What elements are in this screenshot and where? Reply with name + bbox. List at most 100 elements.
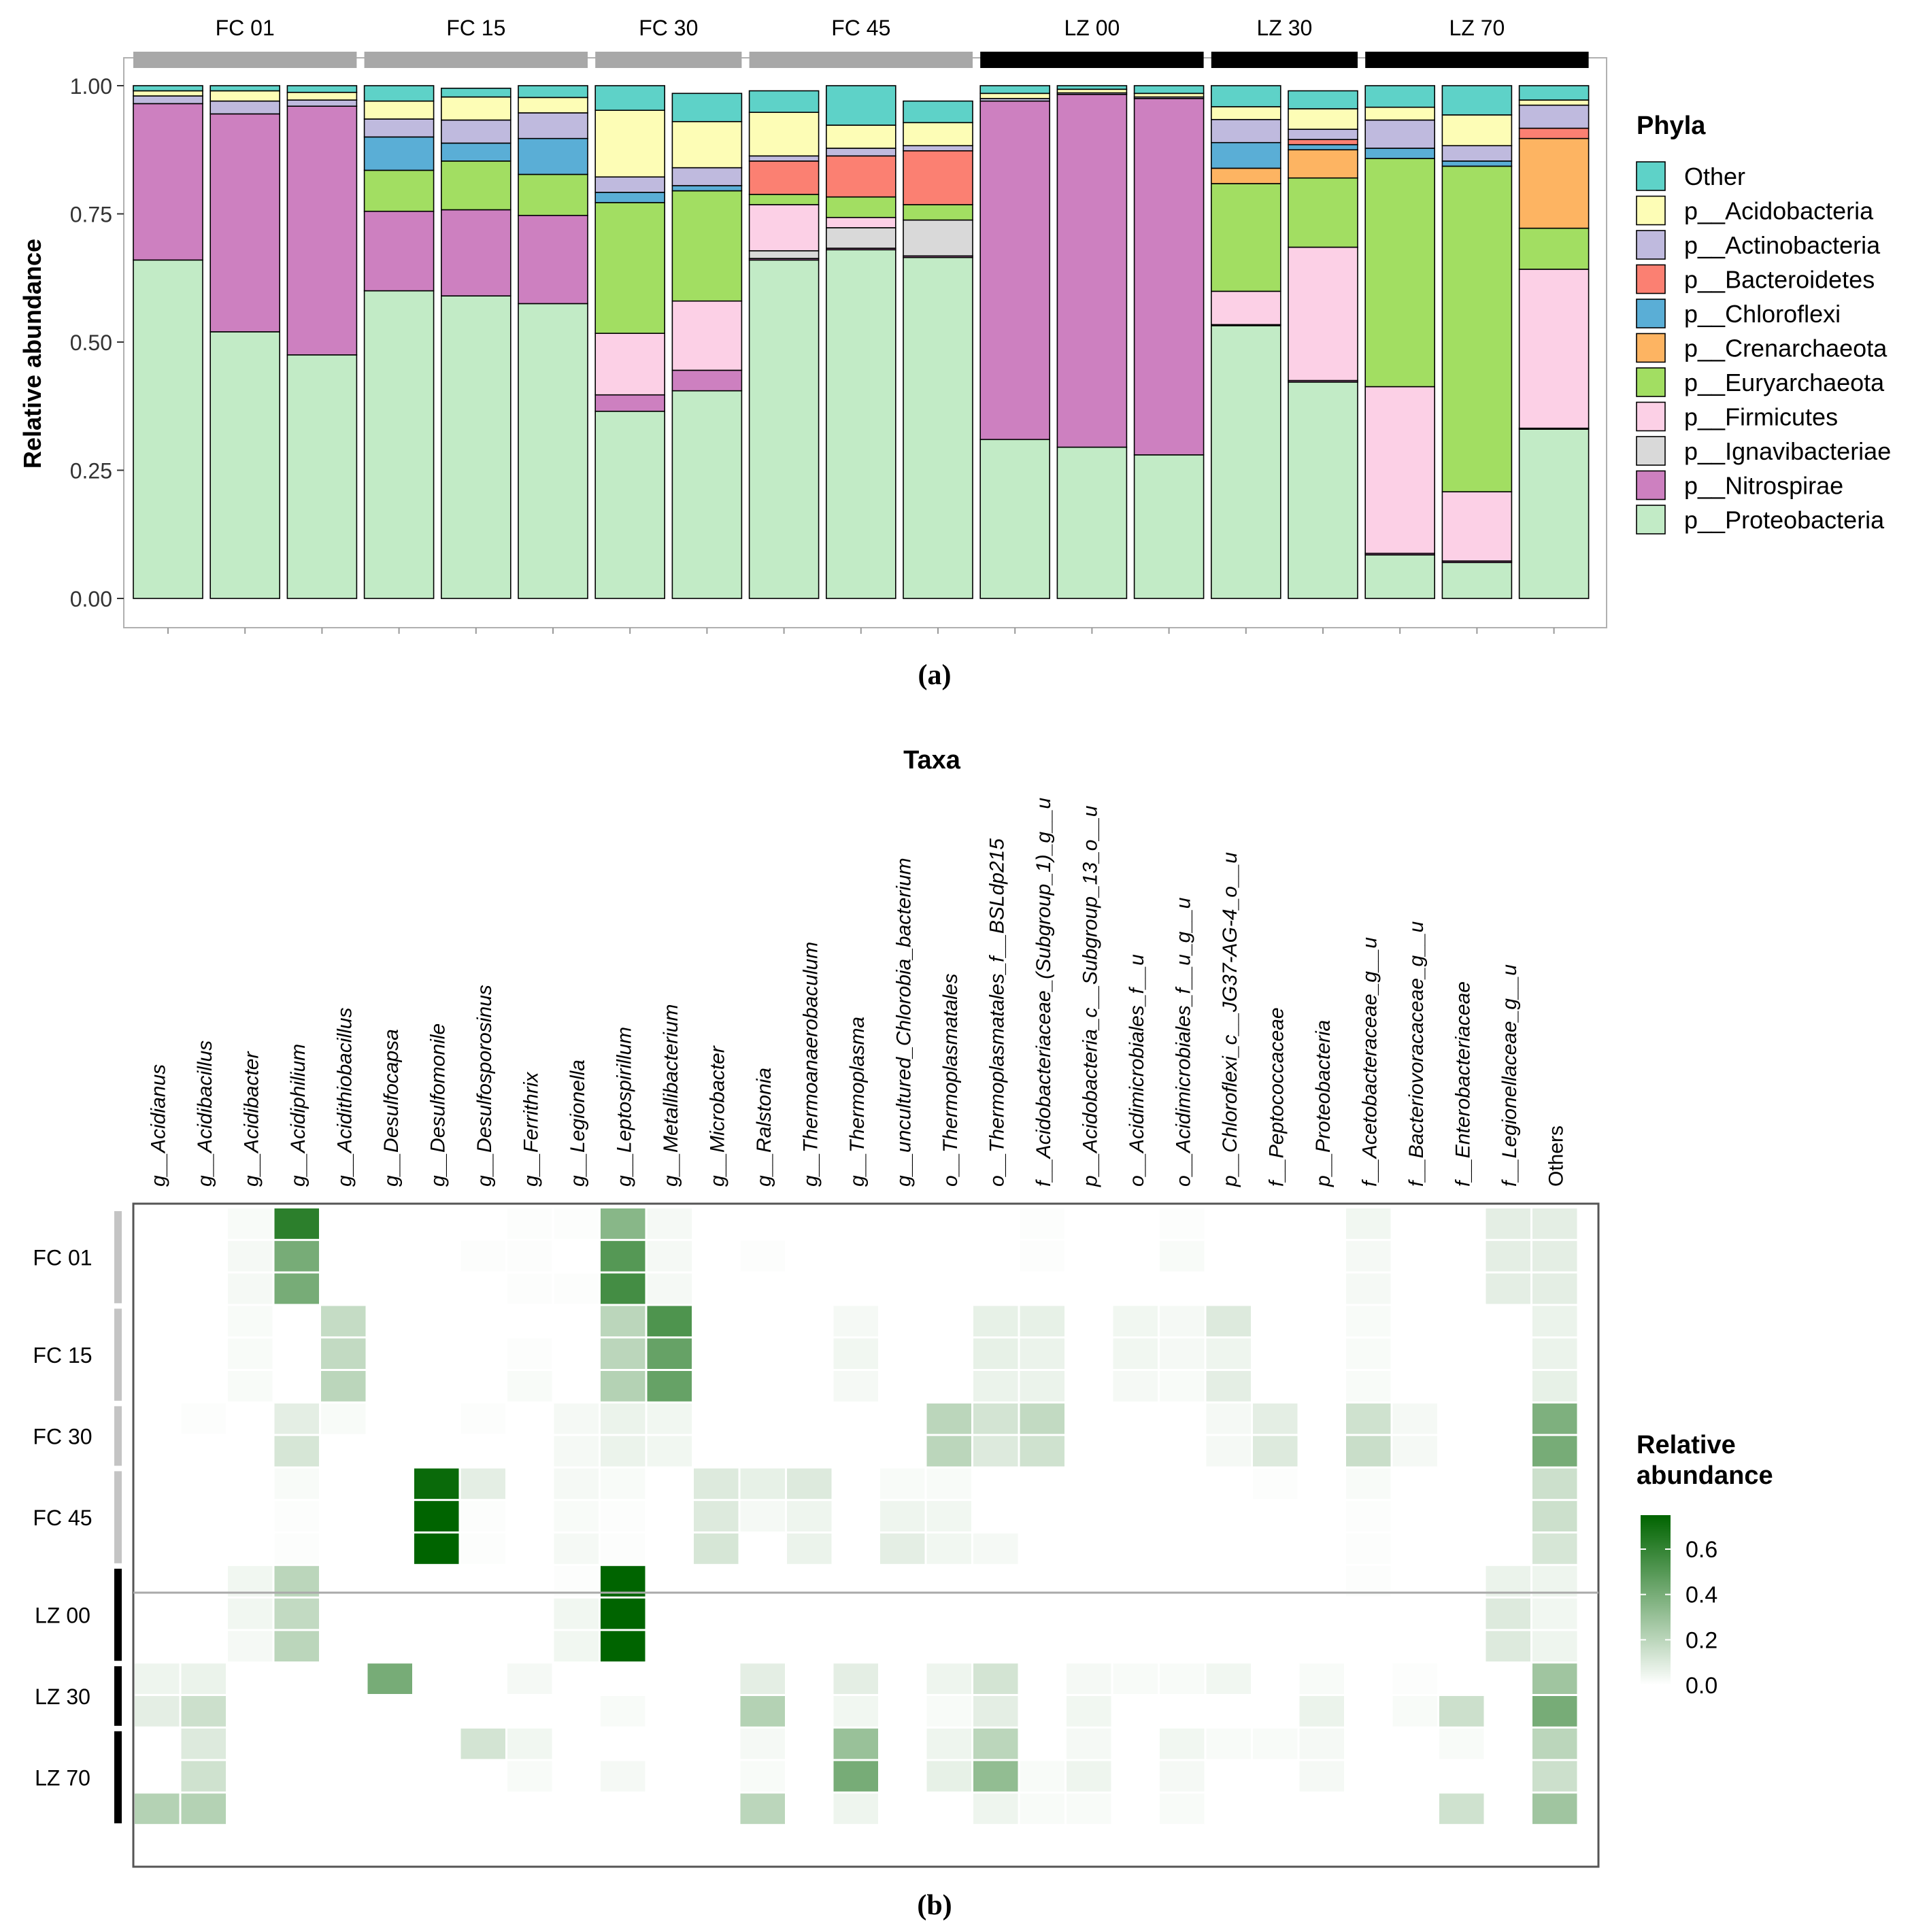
- heatmap-cell: [1113, 1696, 1158, 1727]
- heatmap-cell: [1206, 1598, 1251, 1629]
- legend-swatch: [1636, 230, 1666, 260]
- heatmap-cell: [1253, 1371, 1298, 1402]
- legend-swatch: [1636, 161, 1666, 191]
- heatmap-cell: [1020, 1436, 1064, 1467]
- heatmap-cell: [460, 1793, 505, 1825]
- heatmap-cell: [274, 1696, 319, 1727]
- row-group-labels: FC 01 FC 15 FC 30 FC 45 LZ 00 LZ 30 LZ 70: [33, 1211, 122, 1824]
- heatmap-cell: [1113, 1533, 1158, 1564]
- heatmap-cell: [833, 1436, 878, 1467]
- bar-segment-nitrospirae: [979, 100, 1050, 441]
- heatmap-cell: [694, 1338, 739, 1369]
- facet-strip-label: FC 15: [446, 16, 505, 40]
- heatmap-cell: [1206, 1793, 1251, 1825]
- heatmap-cell: [274, 1371, 319, 1402]
- heatmap-cell: [694, 1631, 739, 1662]
- heatmap-cell: [554, 1371, 599, 1402]
- heatmap-cell: [460, 1663, 505, 1694]
- heatmap-cell: [135, 1371, 180, 1402]
- heatmap-cell: [1299, 1663, 1344, 1694]
- heatmap-cell: [926, 1761, 971, 1792]
- heatmap-cell: [228, 1663, 273, 1694]
- heatmap-cell: [228, 1501, 273, 1531]
- heatmap-cell: [274, 1240, 319, 1272]
- heatmap-cell: [973, 1565, 1018, 1597]
- heatmap-cell: [367, 1598, 412, 1629]
- heatmap-cell: [228, 1468, 273, 1499]
- heatmap-cell: [1392, 1565, 1437, 1597]
- heatmap-cell: [1299, 1306, 1344, 1337]
- bar-segment-other: [1288, 90, 1358, 109]
- legend-entry: p__Bacteroidetes: [1684, 266, 1875, 294]
- bar-segment-bacteroidetes: [903, 150, 973, 205]
- heatmap-cell: [367, 1436, 412, 1467]
- colorbar: [1641, 1515, 1671, 1685]
- heatmap-cell: [1160, 1338, 1205, 1369]
- row-group-label: FC 30: [33, 1425, 92, 1449]
- heatmap-cell: [414, 1501, 459, 1531]
- heatmap-cell: [1392, 1631, 1437, 1662]
- heatmap-cell: [1160, 1631, 1205, 1662]
- heatmap-cell: [647, 1533, 692, 1564]
- heatmap-cell: [1532, 1208, 1577, 1239]
- heatmap-cell: [1392, 1273, 1437, 1304]
- heatmap-cell: [1113, 1761, 1158, 1792]
- heatmap-cell: [833, 1240, 878, 1272]
- bar-segment-crenarchaeota: [1211, 167, 1281, 184]
- heatmap-cell: [1392, 1533, 1437, 1564]
- taxon-label: f__Acetobacteraceae_g__u: [1358, 937, 1381, 1187]
- heatmap-cell: [414, 1631, 459, 1662]
- bar-segment-crenarchaeota: [1288, 149, 1358, 179]
- heatmap-cell: [1020, 1793, 1064, 1825]
- heatmap-cell: [135, 1793, 180, 1825]
- bar-segment-firmicutes: [1441, 491, 1513, 562]
- heatmap-cell: [228, 1761, 273, 1792]
- bar-segment-chloroflexi: [1441, 160, 1513, 167]
- heatmap-cell: [414, 1696, 459, 1727]
- heatmap-cell: [1299, 1598, 1344, 1629]
- heatmap-cell: [1392, 1306, 1437, 1337]
- heatmap-cell: [694, 1533, 739, 1564]
- bar-segment-firmicutes: [748, 204, 820, 252]
- heatmap-cell: [367, 1273, 412, 1304]
- heatmap-cell: [1067, 1696, 1111, 1727]
- bar-segment-actinobacteria: [1211, 118, 1281, 143]
- heatmap-cell: [181, 1273, 226, 1304]
- bar-segment-other: [363, 85, 435, 102]
- bar-segment-nitrospirae: [286, 105, 358, 356]
- bar-segment-other: [979, 85, 1050, 95]
- heatmap-cell: [414, 1371, 459, 1402]
- heatmap-cell: [1439, 1208, 1484, 1239]
- heatmap-cell: [833, 1403, 878, 1434]
- heatmap-cell: [1486, 1306, 1530, 1337]
- heatmap-cell: [1439, 1728, 1484, 1759]
- heatmap-border: [132, 1202, 1600, 1868]
- heatmap-cell: [460, 1631, 505, 1662]
- heatmap-cell: [1439, 1273, 1484, 1304]
- x-axis-ticks: [167, 628, 1555, 634]
- y-tick-label: 1.00: [70, 74, 112, 99]
- heatmap-cell: [1532, 1403, 1577, 1434]
- legend-swatch: [1636, 333, 1666, 363]
- bar-segment-chloroflexi: [440, 142, 511, 162]
- heatmap-cell: [181, 1631, 226, 1662]
- heatmap-cell: [507, 1338, 552, 1369]
- bar-segment-acidobacteria: [979, 92, 1050, 99]
- heatmap-cell: [1439, 1501, 1484, 1531]
- bar-segment-proteobacteria: [1133, 454, 1205, 599]
- bar-segment-euryarchaeota: [1441, 165, 1513, 492]
- heatmap-cell: [601, 1696, 645, 1727]
- heatmap-cell: [973, 1728, 1018, 1759]
- colorbar-tick-label: 0.0: [1685, 1673, 1717, 1699]
- heatmap-cell: [1299, 1728, 1344, 1759]
- taxon-label: f__Bacteriovoracaceae_g__u: [1405, 921, 1428, 1187]
- heatmap-cell: [554, 1208, 599, 1239]
- facet-strip: [364, 52, 588, 68]
- heatmap-cell: [1346, 1696, 1391, 1727]
- heatmap-cell: [1113, 1565, 1158, 1597]
- heatmap-cell: [647, 1338, 692, 1369]
- heatmap-cell: [694, 1371, 739, 1402]
- taxon-label: g__uncultured_Chlorobia_bacterium: [892, 858, 915, 1187]
- bar-segment-firmicutes: [826, 216, 896, 228]
- bar-segment-other: [826, 85, 896, 126]
